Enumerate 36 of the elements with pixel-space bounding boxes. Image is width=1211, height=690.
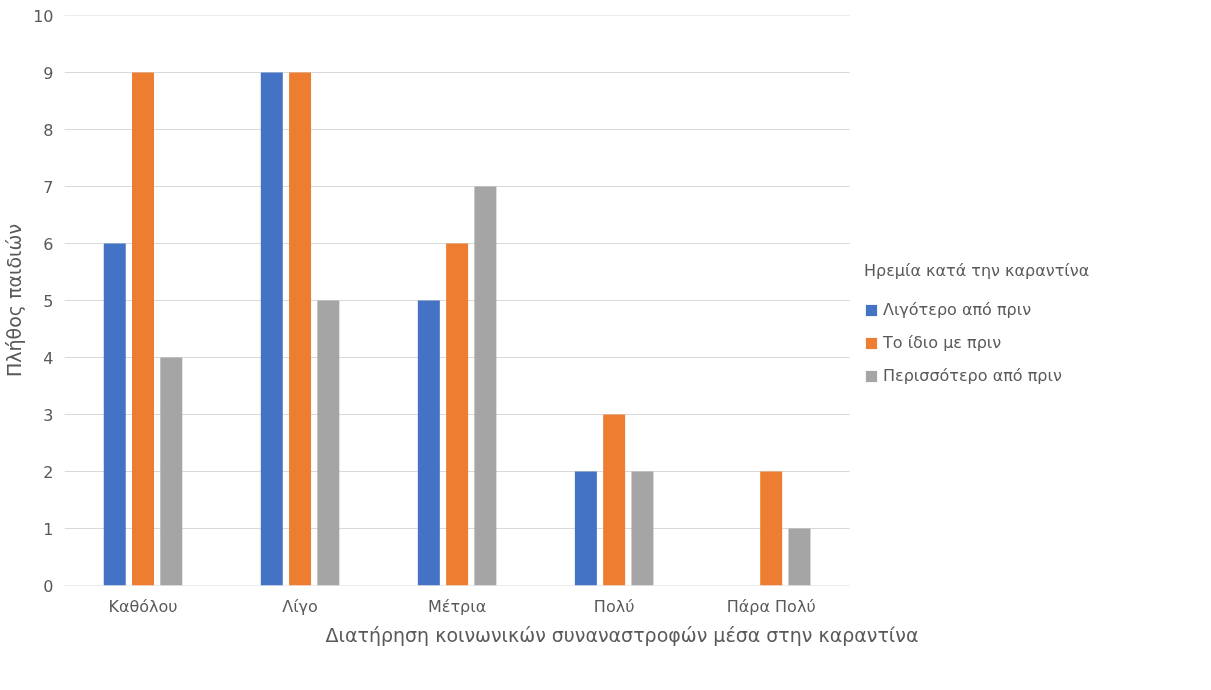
bar	[446, 243, 469, 586]
bar	[160, 357, 183, 586]
bar	[132, 72, 155, 586]
legend-label: Λιγότερο από πριν	[883, 300, 1032, 319]
y-tick-label: 1	[43, 519, 54, 539]
y-tick-label: 7	[43, 177, 54, 197]
y-tick-label: 0	[43, 576, 54, 596]
x-tick-label: Πάρα Πολύ	[726, 596, 816, 616]
x-axis-title: Διατήρηση κοινωνικών συναναστροφών μέσα στην καραντίνα	[325, 623, 919, 646]
bar	[631, 471, 654, 586]
x-tick-label: Λίγο	[282, 596, 318, 616]
bar	[603, 414, 626, 586]
bar	[474, 186, 497, 586]
y-axis-title: Πλήθος παιδιών	[3, 224, 26, 377]
x-tick-label: Πολύ	[593, 596, 635, 616]
bar	[417, 300, 440, 586]
bar	[760, 471, 783, 586]
bar	[317, 300, 340, 586]
y-tick-label: 4	[43, 348, 54, 368]
x-tick-label: Καθόλου	[108, 596, 178, 616]
y-tick-label: 3	[43, 405, 54, 425]
x-tick-label: Μέτρια	[428, 596, 487, 616]
legend-label: Περισσότερο από πριν	[883, 366, 1062, 385]
legend-label: Το ίδιο με πριν	[883, 333, 1002, 352]
y-tick-label: 10	[33, 6, 54, 26]
bar	[574, 471, 597, 586]
y-tick-label: 2	[43, 462, 54, 482]
bar	[103, 243, 126, 586]
y-tick-label: 8	[43, 120, 54, 140]
y-tick-label: 6	[43, 234, 54, 254]
legend-title: Ηρεμία κατά την καραντίνα	[864, 261, 1090, 280]
bar	[260, 72, 283, 586]
bar	[289, 72, 312, 586]
y-tick-label: 9	[43, 63, 54, 83]
bar	[788, 528, 811, 586]
y-tick-label: 5	[43, 291, 54, 311]
